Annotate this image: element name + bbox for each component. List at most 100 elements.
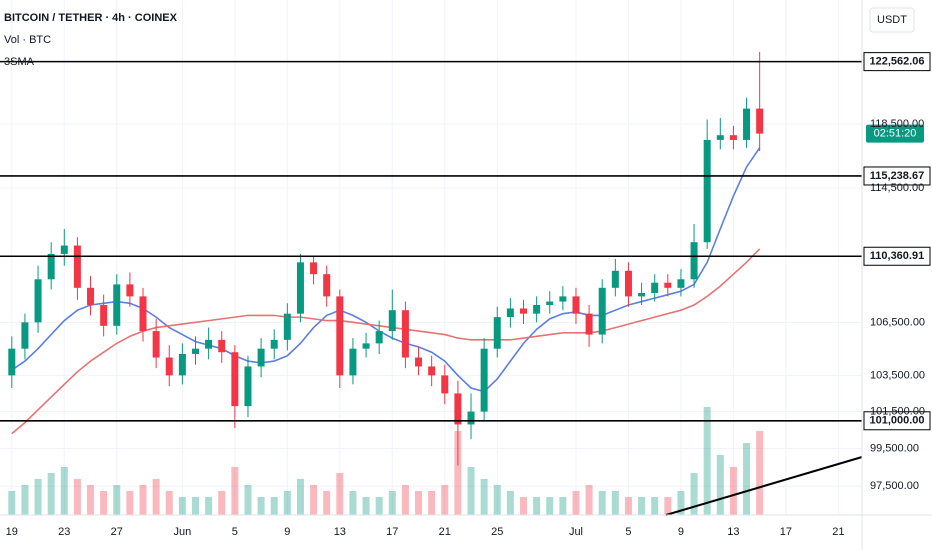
candle-body <box>572 296 580 314</box>
chart-title: BITCOIN / TETHER · 4h · COINEX <box>4 12 178 24</box>
volume-bar <box>441 485 449 515</box>
x-tick-label: 13 <box>334 526 346 538</box>
volume-bar <box>336 473 344 515</box>
candle-body <box>349 348 357 376</box>
candle-body <box>244 366 252 407</box>
volume-bar <box>8 491 16 515</box>
volume-bar <box>257 497 265 515</box>
x-tick-label: 9 <box>284 526 290 538</box>
volume-bar <box>283 491 291 515</box>
level-label-box <box>863 166 931 186</box>
volume-bar <box>598 491 606 515</box>
y-tick-label: 99,500.00 <box>870 442 919 454</box>
volume-bar <box>60 467 68 515</box>
candle-body <box>87 287 95 306</box>
moving-average <box>11 147 761 393</box>
candle-body <box>100 305 108 326</box>
candle-body <box>113 284 121 326</box>
candle-body <box>283 313 291 340</box>
candle-body <box>638 292 646 297</box>
level-label-box <box>863 246 931 266</box>
candle-body <box>506 308 514 318</box>
candle-body <box>152 331 160 358</box>
currency[interactable]: USDT <box>877 14 907 26</box>
candle-body <box>8 348 16 376</box>
volume-bar <box>34 479 42 515</box>
x-tick-label: 9 <box>678 526 684 538</box>
volume-bar <box>493 485 501 515</box>
volume-bar <box>651 497 659 515</box>
volume-bar <box>375 497 383 515</box>
volume-bar <box>611 491 619 515</box>
candle-body <box>73 245 81 288</box>
candle-body <box>310 262 318 275</box>
x-tick-label: 13 <box>727 526 739 538</box>
candle-body <box>388 310 396 332</box>
volume-bar <box>703 407 711 515</box>
x-tick-label: 21 <box>832 526 844 538</box>
candle-body <box>218 339 226 353</box>
volume-bar <box>506 491 514 515</box>
candle-body <box>60 245 68 254</box>
volume-bar <box>756 431 764 515</box>
candle-body <box>428 366 436 376</box>
volume-bar <box>113 485 121 515</box>
volume-bar <box>178 497 186 515</box>
volume-bar <box>47 473 55 515</box>
volume-bar <box>191 497 199 515</box>
candle-layer <box>8 51 764 466</box>
candle-body <box>441 375 449 394</box>
level-label-box <box>863 52 931 72</box>
candle-body <box>191 348 199 354</box>
y-tick-label: 101,500.00 <box>870 406 925 418</box>
candle-body <box>651 282 659 293</box>
volume-bar <box>677 491 685 515</box>
candle-body <box>703 139 711 243</box>
volume-bar <box>126 491 134 515</box>
level-label: 115,238.67 <box>870 170 924 182</box>
candle-body <box>257 348 265 367</box>
volume-bar <box>165 491 173 515</box>
trend-line <box>665 456 863 516</box>
volume-bar <box>690 473 698 515</box>
candle-body <box>270 339 278 349</box>
ma-layer <box>11 147 761 435</box>
volume-bar <box>729 467 737 515</box>
candle-body <box>716 135 724 140</box>
currency-box[interactable] <box>869 7 915 33</box>
candle-body <box>401 310 409 358</box>
candle-body <box>34 279 42 323</box>
volume-bar <box>310 485 318 515</box>
x-tick-label: 27 <box>111 526 123 538</box>
volume-bar <box>362 497 370 515</box>
x-tick-label: Jul <box>569 526 583 538</box>
volume-bar <box>323 491 331 515</box>
level-label: 101,000.00 <box>869 415 924 427</box>
candle-body <box>467 411 475 425</box>
candle-body <box>47 253 55 280</box>
x-tick-label: 19 <box>6 526 18 538</box>
level-label: 110,360.91 <box>870 250 924 262</box>
volume-bar <box>743 443 751 515</box>
y-tick-label: 97,500.00 <box>870 480 919 492</box>
y-tick-label: 106,500.00 <box>870 316 925 328</box>
candle-body <box>664 282 672 288</box>
candle-body <box>178 353 186 376</box>
y-tick-label: 118,500.00 <box>870 118 924 130</box>
candle-body <box>139 296 147 332</box>
x-tick-label: 17 <box>780 526 792 538</box>
volume-bar <box>415 491 423 515</box>
x-tick-label: 5 <box>232 526 238 538</box>
volume-bar <box>100 491 108 515</box>
volume-bar <box>546 497 554 515</box>
x-tick-label: 17 <box>386 526 398 538</box>
candle-body <box>585 313 593 335</box>
countdown-badge <box>866 124 924 143</box>
indicator-label: 3SMA <box>4 56 35 68</box>
candle-body <box>756 108 764 134</box>
volume-bar <box>21 485 29 515</box>
candle-body <box>729 135 737 140</box>
volume-bar <box>467 467 475 515</box>
candle-body <box>480 348 488 412</box>
